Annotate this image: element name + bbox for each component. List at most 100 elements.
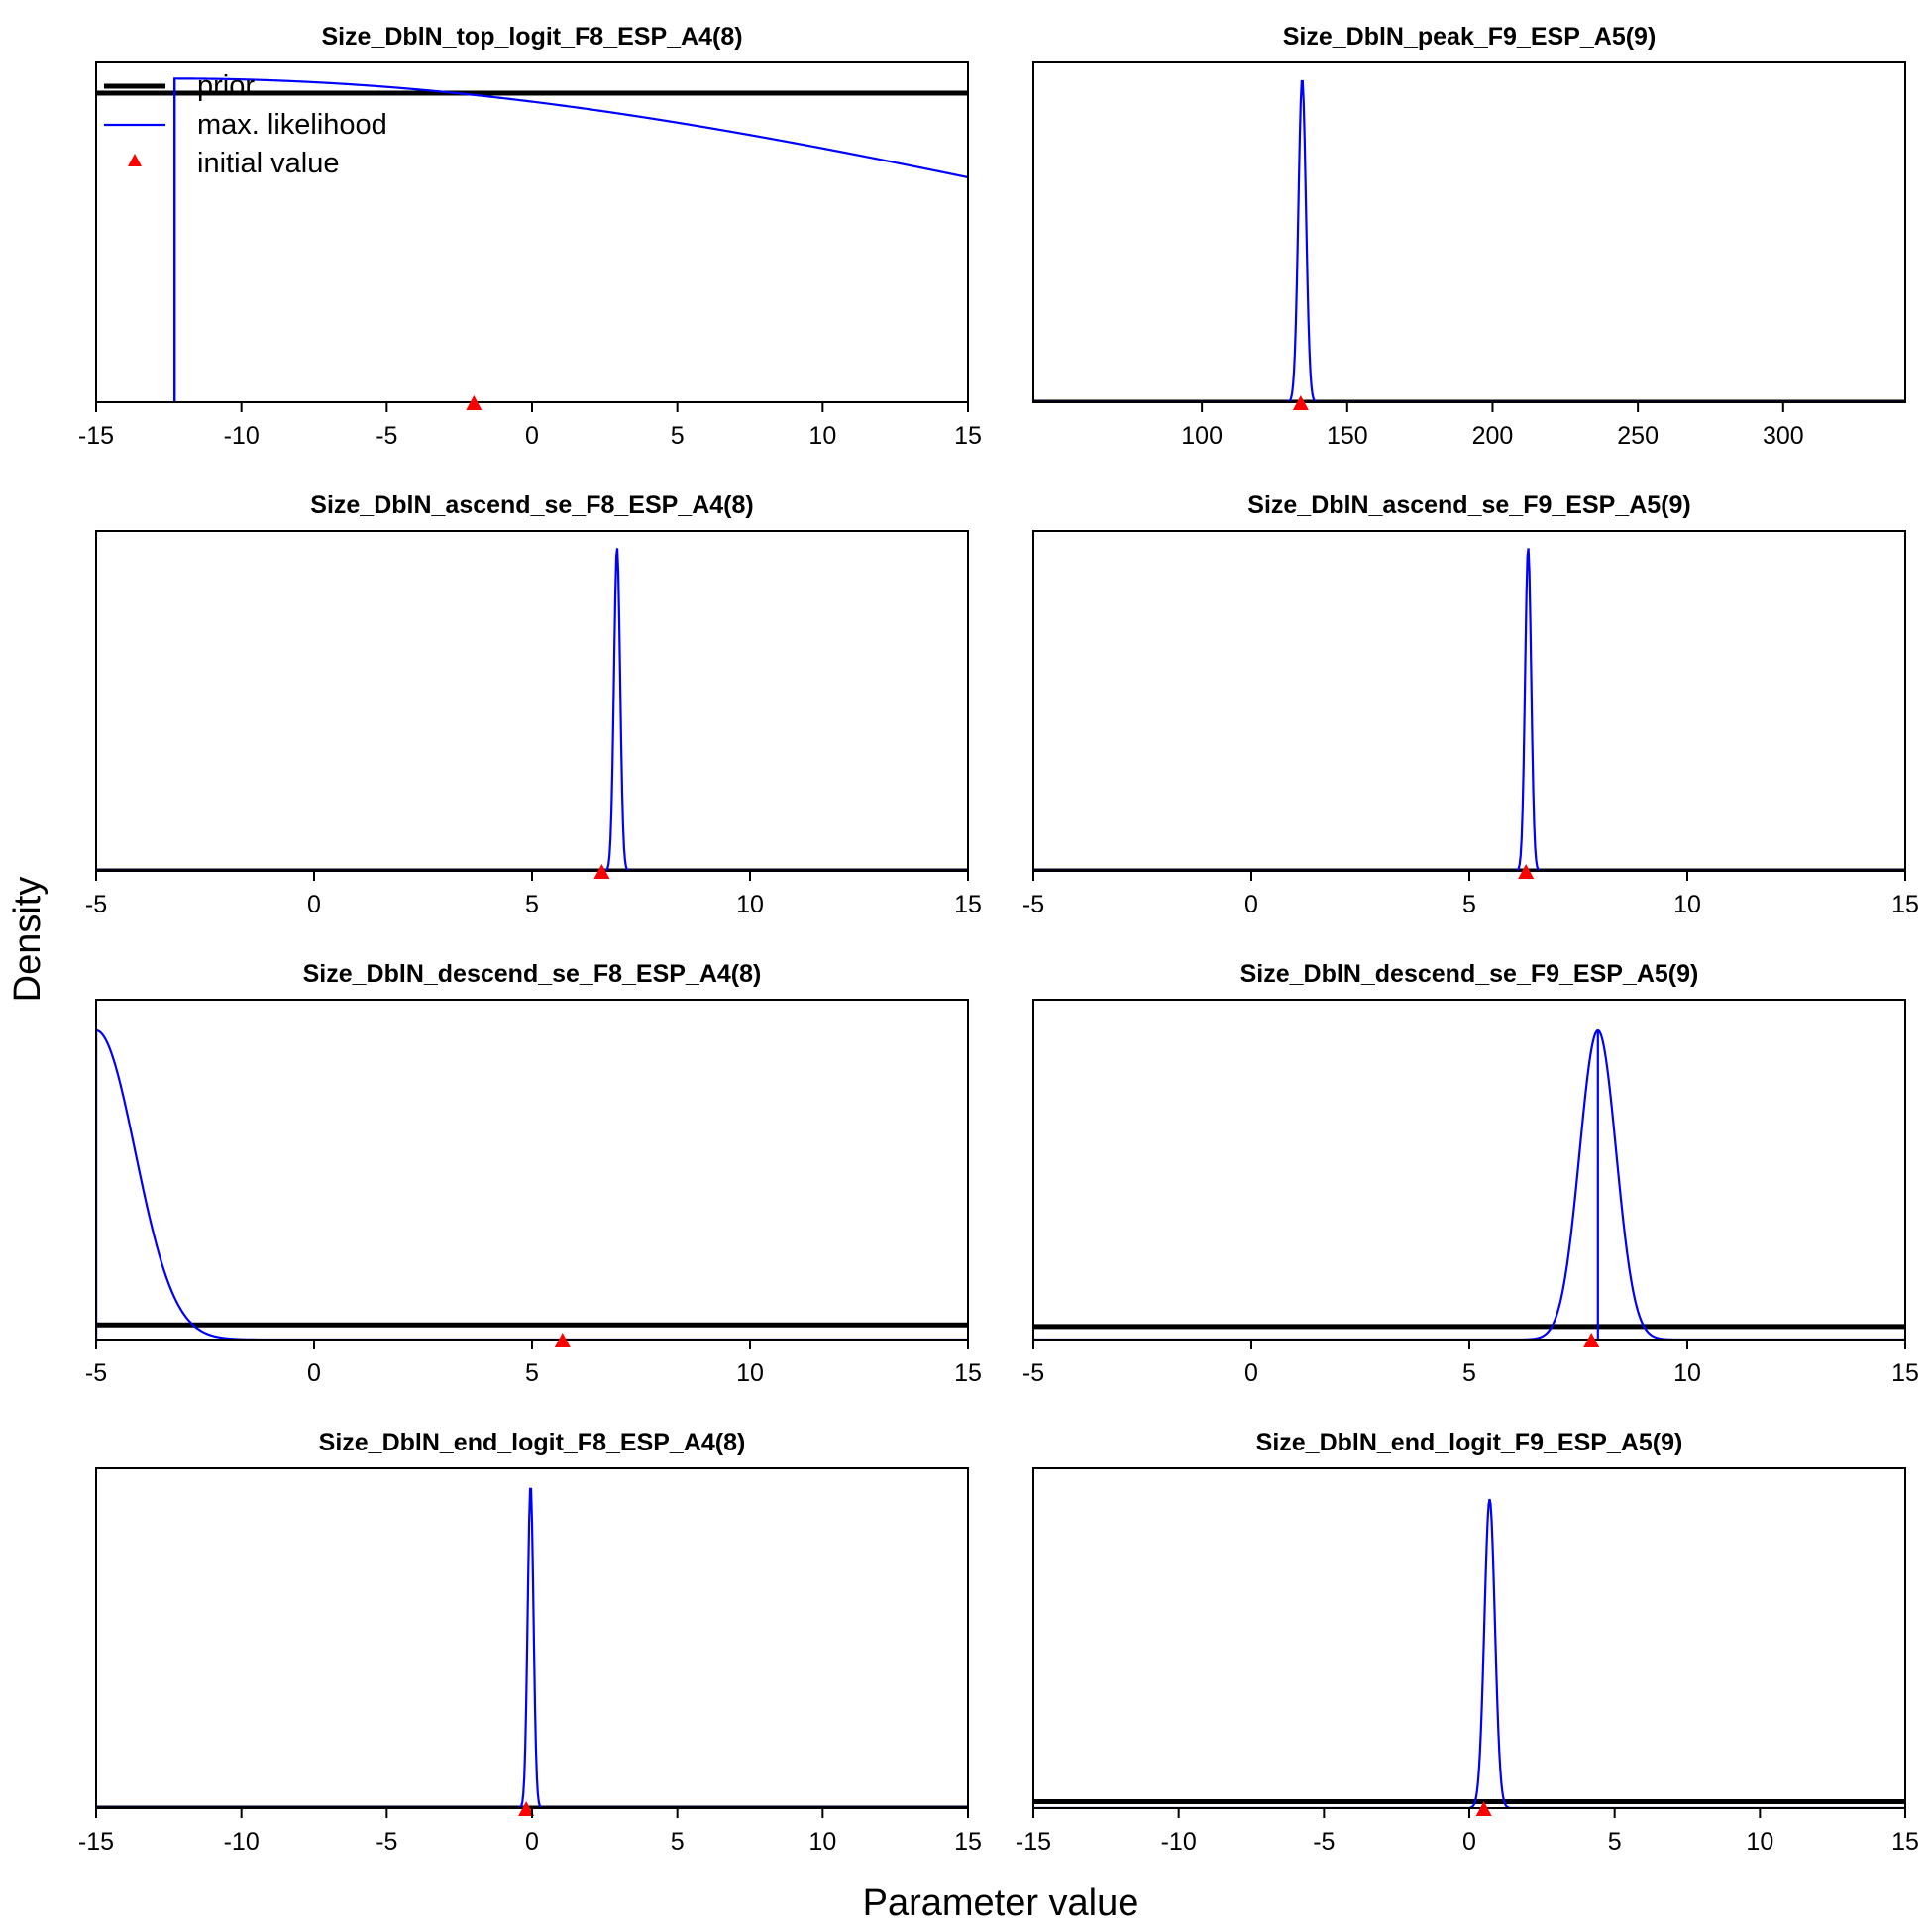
likelihood-curve xyxy=(1033,548,1905,871)
x-tick-label: 10 xyxy=(1746,1828,1773,1856)
likelihood-curve xyxy=(96,1487,968,1808)
x-tick-label: 300 xyxy=(1763,422,1804,450)
panel-title: Size_DblN_ascend_se_F9_ESP_A5(9) xyxy=(1247,491,1690,519)
x-tick-label: 15 xyxy=(1891,1828,1919,1856)
y-axis-label: Density xyxy=(7,877,49,1003)
x-tick-label: 5 xyxy=(671,422,685,450)
panel-1: Size_DblN_top_logit_F8_ESP_A4(8) -15 -10 -5… xyxy=(78,23,982,450)
initial-value-marker xyxy=(518,1801,535,1816)
likelihood-curve xyxy=(1033,79,1905,402)
x-tick-label: 5 xyxy=(1462,1359,1476,1387)
initial-value-marker xyxy=(554,1333,571,1347)
panel-title: Size_DblN_peak_F9_ESP_A5(9) xyxy=(1283,23,1657,51)
panels-group: Size_DblN_top_logit_F8_ESP_A4(8) -15 -10 -5… xyxy=(78,23,1919,1856)
x-tick-label: 5 xyxy=(525,891,539,918)
x-tick-label: 5 xyxy=(1608,1828,1622,1856)
plot-area xyxy=(1033,1028,1905,1340)
x-tick-label: -5 xyxy=(376,1828,397,1856)
panel-title: Size_DblN_descend_se_F9_ESP_A5(9) xyxy=(1240,960,1699,988)
panel-2: Size_DblN_peak_F9_ESP_A5(9) 100 150 200 250 3… xyxy=(1032,23,1906,450)
x-tick-label: -10 xyxy=(1161,1828,1197,1856)
plot-area xyxy=(96,77,968,402)
x-tick-label: 0 xyxy=(525,1828,539,1856)
x-tick-label: 15 xyxy=(954,422,982,450)
panel-title: Size_DblN_top_logit_F8_ESP_A4(8) xyxy=(321,23,742,51)
x-tick-label: 0 xyxy=(1244,1359,1258,1387)
panel-6: Size_DblN_descend_se_F9_ESP_A5(9) -5 0 5 10 1… xyxy=(1022,960,1919,1387)
x-tick-label: 15 xyxy=(954,1828,982,1856)
x-tick-label: 150 xyxy=(1327,422,1368,450)
x-tick-label: -10 xyxy=(224,1828,260,1856)
x-tick-label: 0 xyxy=(525,422,539,450)
x-tick-label: -15 xyxy=(1016,1828,1051,1856)
x-tick-label: 5 xyxy=(671,1828,685,1856)
plot-area xyxy=(96,1487,968,1808)
legend: prior max. likelihood initial value xyxy=(104,70,387,179)
x-tick-label: 15 xyxy=(1891,1359,1919,1387)
x-tick-label: 250 xyxy=(1617,422,1659,450)
plot-frame xyxy=(95,530,969,872)
initial-value-marker xyxy=(1583,1333,1600,1347)
panel-title: Size_DblN_ascend_se_F8_ESP_A4(8) xyxy=(310,491,753,519)
likelihood-curve xyxy=(96,1028,968,1340)
x-tick-label: 100 xyxy=(1181,422,1223,450)
x-tick-label: 0 xyxy=(1244,891,1258,918)
likelihood-curve xyxy=(96,548,968,871)
panel-title: Size_DblN_descend_se_F8_ESP_A4(8) xyxy=(303,960,762,988)
x-tick-label: 0 xyxy=(307,891,321,918)
x-tick-label: -15 xyxy=(78,1828,114,1856)
x-tick-label: 10 xyxy=(736,891,764,918)
panel-3: Size_DblN_ascend_se_F8_ESP_A4(8) -5 0 5 10 15 xyxy=(85,491,982,918)
x-tick-label: 5 xyxy=(1462,891,1476,918)
x-tick-label: 200 xyxy=(1472,422,1514,450)
x-tick-label: -5 xyxy=(1313,1828,1335,1856)
x-tick-label: 15 xyxy=(954,891,982,918)
plot-frame xyxy=(1032,999,1906,1341)
x-tick-label: -5 xyxy=(85,1359,107,1387)
likelihood-curve xyxy=(1033,1028,1905,1340)
x-tick-label: 10 xyxy=(1673,891,1701,918)
x-tick-label: 5 xyxy=(525,1359,539,1387)
panel-4: Size_DblN_ascend_se_F9_ESP_A5(9) -5 0 5 10 15 xyxy=(1022,491,1919,918)
x-tick-label: -5 xyxy=(1022,891,1044,918)
legend-label: initial value xyxy=(197,148,339,179)
initial-value-marker xyxy=(466,395,483,410)
initial-value-marker xyxy=(1292,395,1309,410)
likelihood-curve xyxy=(173,77,968,402)
panel-title: Size_DblN_end_logit_F9_ESP_A5(9) xyxy=(1256,1429,1683,1456)
x-tick-label: -5 xyxy=(1022,1359,1044,1387)
plot-frame xyxy=(1032,61,1906,403)
panel-5: Size_DblN_descend_se_F8_ESP_A4(8) -5 0 5 10 1… xyxy=(85,960,982,1387)
x-tick-label: 10 xyxy=(736,1359,764,1387)
x-tick-label: -15 xyxy=(78,422,114,450)
x-tick-label: 0 xyxy=(1462,1828,1476,1856)
legend-swatch-initial xyxy=(128,154,142,166)
plot-area xyxy=(1033,1498,1905,1808)
x-tick-label: 10 xyxy=(1673,1359,1701,1387)
x-tick-label: 15 xyxy=(1891,891,1919,918)
plot-area xyxy=(96,548,968,871)
plot-area xyxy=(1033,79,1905,402)
initial-value-marker xyxy=(1518,864,1535,879)
plot-frame xyxy=(1032,530,1906,872)
x-tick-label: 15 xyxy=(954,1359,982,1387)
plot-frame xyxy=(1032,1467,1906,1809)
x-tick-label: 0 xyxy=(307,1359,321,1387)
panel-title: Size_DblN_end_logit_F8_ESP_A4(8) xyxy=(319,1429,746,1456)
initial-value-marker xyxy=(593,864,610,879)
panel-8: Size_DblN_end_logit_F9_ESP_A5(9) -15 -10 -5… xyxy=(1016,1429,1919,1856)
x-tick-label: 10 xyxy=(808,1828,836,1856)
plot-area xyxy=(96,1028,968,1340)
likelihood-curve xyxy=(1033,1498,1905,1808)
plot-area xyxy=(1033,548,1905,871)
x-tick-label: -10 xyxy=(224,422,260,450)
x-axis-label: Parameter value xyxy=(863,1882,1139,1924)
legend-label: max. likelihood xyxy=(197,109,387,141)
initial-value-marker xyxy=(1475,1801,1492,1816)
x-tick-label: -5 xyxy=(376,422,397,450)
x-tick-label: -5 xyxy=(85,891,107,918)
panel-7: Size_DblN_end_logit_F8_ESP_A4(8) -15 -10 -5… xyxy=(78,1429,982,1856)
plot-frame xyxy=(95,999,969,1341)
x-tick-label: 10 xyxy=(808,422,836,450)
